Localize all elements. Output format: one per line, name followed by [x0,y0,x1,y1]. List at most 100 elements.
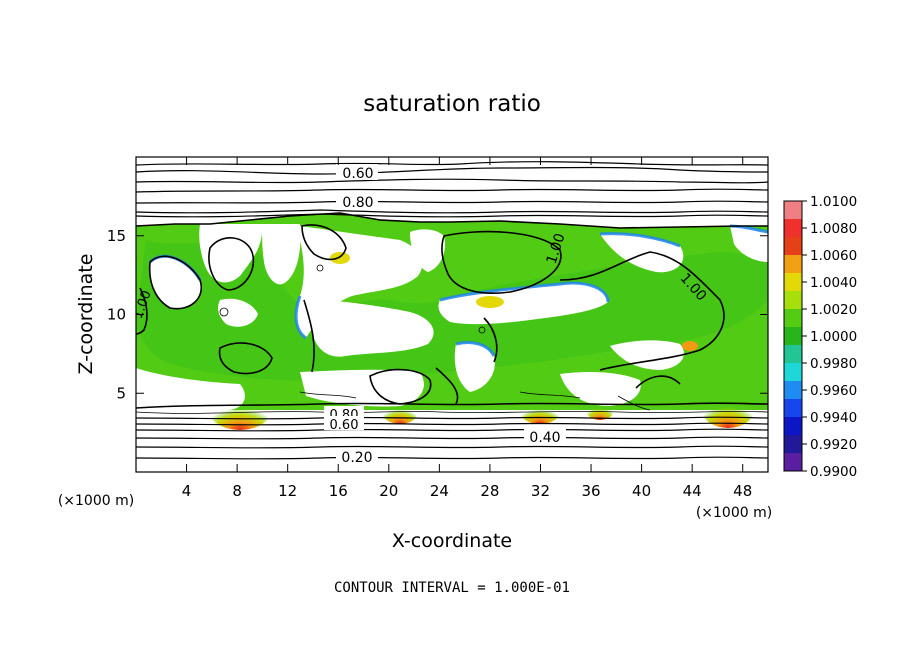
contour-labels: 0.60 0.80 1.00 1.00 1.00 0.80 0.60 0.40 … [136,164,709,466]
colorbar-swatch [784,237,802,256]
x-tick-label: 12 [278,482,297,500]
colorbar-tick-label: 0.9900 [810,464,857,480]
colorbar-swatch [784,345,802,364]
contour-minor-6 [219,307,229,317]
y-unit-label: (×1000 m) [58,493,134,509]
contour-column-1 [303,299,315,373]
hotspot-8 [476,296,504,308]
x-tick-label: 24 [430,482,449,500]
x-tick-label: 28 [480,482,499,500]
x-tick-label: 44 [683,482,702,500]
subsaturated-regions [136,224,768,410]
y-tick-label: 10 [107,306,126,324]
contour-minor-2 [299,391,357,399]
contour-loop-5 [559,251,725,371]
contour-label-2: 0.80 [342,195,373,211]
hole-6 [410,229,446,272]
contour-label-bg-2 [336,193,378,209]
contour-upper-2 [136,166,768,175]
contour-lower-2 [136,422,768,426]
contour-column-2 [483,317,498,363]
hole-8 [600,233,684,273]
x-tick-label: 8 [232,482,242,500]
contour-label-9: 0.20 [341,450,372,466]
contour-loop-4 [441,230,562,294]
contour-loop-3 [301,224,347,261]
contours-1-00 [136,212,768,409]
contour-upper-3 [136,178,768,184]
contour-minor-3 [519,391,581,399]
colorbar-tick-label: 0.9920 [810,437,857,453]
contour-loop-1 [148,255,203,310]
contour-minor-5 [316,264,324,272]
hole-9 [610,340,684,370]
contour-lower-3 [136,428,768,432]
contour-minor-7 [478,326,486,334]
colorbar-swatch [784,201,802,220]
colorbar-tick-label: 1.0100 [810,194,857,210]
contour-minor-1 [136,411,768,414]
contour-loop-6 [369,368,432,405]
y-axis-ticks: 5 10 15 [107,227,768,402]
colorbar-swatch [784,327,802,346]
contour-upper-6 [136,209,768,214]
contour-label-bg-7 [324,416,364,430]
contour-upper-7 [136,213,768,218]
x-tick-label: 40 [632,482,651,500]
colorbar-tick-label: 1.0040 [810,275,857,291]
colorbar-tick-label: 1.0060 [810,248,857,264]
contour-lower-6 [136,456,768,460]
x-tick-label: 16 [329,482,348,500]
x-axis-title: X-coordinate [392,530,512,552]
x-tick-label: 32 [531,482,550,500]
contour-interval-note: CONTOUR INTERVAL = 1.000E-01 [334,580,570,596]
colorbar-swatch [784,255,802,274]
contour-label-bg-9 [336,448,378,464]
x-tick-label: 4 [182,482,192,500]
colorbar-swatch [784,399,802,418]
colorbar-swatch [784,417,802,436]
hole-13 [300,369,424,407]
contour-loop-2 [208,237,255,291]
contour-loop-7 [218,342,273,375]
hotspot-5 [586,400,614,420]
colorbar-tick-label: 0.9940 [810,410,857,426]
edge-band-5 [455,341,496,357]
contour-cloud-base [136,402,768,409]
x-tick-label: 48 [733,482,752,500]
hole-11 [136,368,245,410]
hotspot-4 [702,392,754,428]
chart-title: saturation ratio [363,91,541,117]
hotspot-1 [210,394,270,430]
hole-10 [730,226,768,262]
colorbar-swatch [784,291,802,310]
colorbar-swatch [784,435,802,454]
colorbar-swatch [784,363,802,382]
y-axis-title: Z-coordinate [75,254,97,375]
contour-label-8: 0.40 [529,430,560,446]
plot-area: 0.60 0.80 1.00 1.00 1.00 0.80 0.60 0.40 … [136,157,768,472]
contour-upper-1 [136,161,768,166]
colorbar-tick-label: 0.9980 [810,356,857,372]
colorbar-swatch [784,273,802,292]
edge-band-3 [599,232,681,248]
contours-clear-air [136,161,768,460]
x-axis-ticks: 4 8 12 16 20 24 28 32 36 40 44 48 [182,157,752,500]
edge-band-4 [294,295,307,340]
colorbar: 1.0100 1.0080 1.0060 1.0040 1.0020 1.0000 0.99… [783,194,857,480]
colorbar-swatch [784,219,802,238]
hole-2 [199,224,263,283]
colorbar-tick-label: 1.0000 [810,329,857,345]
hotspot-6 [682,341,698,351]
x-tick-label: 20 [379,482,398,500]
colorbar-tick-label: 1.0020 [810,302,857,318]
contour-loop-8 [635,375,681,389]
colorbar-swatch [784,309,802,328]
hole-15 [218,298,258,327]
contour-label-bg-1 [336,164,378,180]
colorbar-swatch [784,381,802,400]
contour-left-edge [136,287,148,335]
hole-5 [312,300,434,357]
x-tick-label: 36 [581,482,600,500]
hole-3 [262,224,301,285]
